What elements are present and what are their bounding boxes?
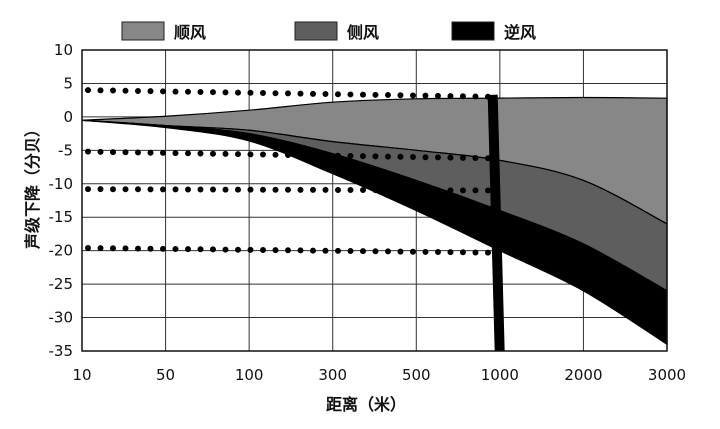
x-axis-ticks: 10 50 100 300 500 1000 2000 3000 — [72, 366, 686, 384]
x-tick-label-7: 3000 — [648, 366, 686, 384]
y-tick-label-9: -35 — [49, 342, 74, 360]
legend-swatch-1 — [294, 21, 338, 41]
legend-swatch-2 — [451, 21, 495, 41]
y-tick-label-2: 0 — [63, 108, 73, 126]
y-axis-title: 声级下降（分贝） — [23, 121, 42, 250]
y-tick-label-6: -20 — [49, 242, 74, 260]
legend: 顺风 侧风 逆风 — [121, 21, 536, 42]
legend-label-2: 逆风 — [504, 23, 536, 42]
x-tick-label-4: 500 — [402, 366, 431, 384]
x-axis-title: 距离（米） — [326, 395, 406, 414]
y-tick-label-8: -30 — [49, 309, 74, 327]
areas — [81, 96, 668, 346]
y-tick-label-7: -25 — [49, 275, 74, 293]
y-tick-label-3: -5 — [58, 141, 73, 159]
legend-label-0: 顺风 — [174, 23, 206, 42]
y-tick-label-5: -15 — [49, 208, 74, 226]
x-tick-label-6: 2000 — [564, 366, 602, 384]
y-tick-label-1: 5 — [63, 74, 73, 92]
y-axis-ticks: 10 5 0 -5 -10 -15 -20 -25 -30 -35 — [49, 41, 74, 360]
y-tick-label-4: -10 — [49, 175, 74, 193]
legend-label-1: 侧风 — [347, 23, 379, 42]
x-tick-label-1: 50 — [156, 366, 175, 384]
vertical-bar — [487, 94, 505, 352]
plot-frame — [81, 49, 668, 352]
x-tick-label-3: 300 — [318, 366, 347, 384]
x-tick-label-5: 1000 — [481, 366, 519, 384]
dotted-line-1 — [85, 148, 499, 162]
dotted-line-3 — [85, 244, 499, 256]
x-tick-label-0: 10 — [72, 366, 91, 384]
legend-swatch-0 — [121, 21, 165, 41]
x-tick-label-2: 100 — [235, 366, 264, 384]
dotted-line-2 — [85, 186, 499, 194]
dotted-lines — [85, 87, 505, 352]
plot-border — [81, 49, 668, 352]
dotted-line-0 — [85, 87, 499, 100]
y-tick-label-0: 10 — [54, 41, 73, 59]
